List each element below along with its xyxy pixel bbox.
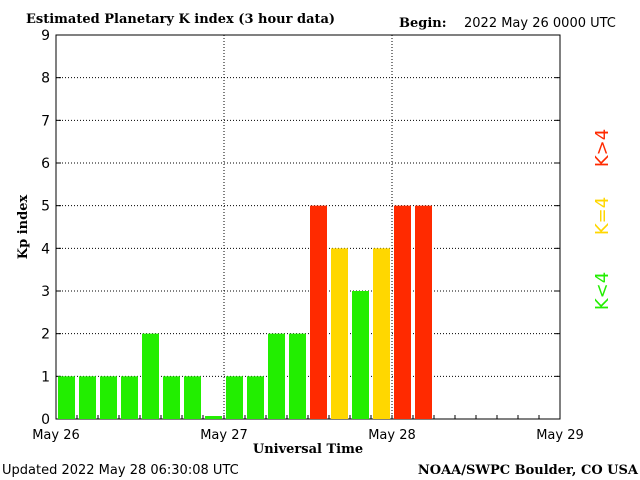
x-tick-label: May 27 (200, 428, 248, 443)
legend-k-equal-4: K=4 (592, 197, 613, 235)
y-tick-label: 4 (41, 241, 50, 257)
kp-bar (205, 416, 222, 419)
kp-bar (415, 205, 432, 419)
begin-label: Begin: (399, 16, 447, 31)
x-tick-label: May 26 (32, 428, 80, 443)
x-axis-title: Universal Time (253, 442, 363, 457)
kp-bar (184, 376, 201, 419)
y-tick-label: 1 (41, 369, 50, 385)
kp-bars (58, 205, 432, 419)
y-tick-label: 0 (41, 412, 50, 428)
kp-bar (100, 376, 117, 419)
legend-k-greater-4: K>4 (592, 129, 613, 167)
x-tick-label: May 28 (368, 428, 416, 443)
kp-bar (163, 376, 180, 419)
kp-bar (121, 376, 138, 419)
kp-bar (268, 333, 285, 419)
y-tick-label: 5 (41, 199, 50, 215)
kp-bar (373, 248, 390, 419)
chart-title: Estimated Planetary K index (3 hour data… (26, 12, 335, 27)
kp-bar (79, 376, 96, 419)
begin-value: 2022 May 26 0000 UTC (464, 16, 616, 31)
plot-frame (55, 34, 561, 420)
y-tick-label: 9 (41, 28, 50, 44)
y-tick-label: 3 (41, 284, 50, 300)
kp-bar (226, 376, 243, 419)
source-credit: NOAA/SWPC Boulder, CO USA (418, 463, 639, 478)
kp-bar (394, 205, 411, 419)
kp-bar (310, 205, 327, 419)
kp-bar (58, 376, 75, 419)
kp-bar (331, 248, 348, 419)
x-tick-labels: May 26 May 27 May 28 May 29 (32, 428, 584, 443)
y-tick-label: 8 (41, 71, 50, 87)
vertical-gridlines (55, 35, 561, 419)
updated-timestamp: Updated 2022 May 28 06:30:08 UTC (2, 463, 239, 478)
y-tick-label: 7 (41, 113, 50, 129)
y-tick-label: 6 (41, 156, 50, 172)
horizontal-gridlines (56, 34, 560, 420)
legend-k-less-4: K<4 (592, 272, 613, 310)
kp-bar (352, 291, 369, 419)
kp-bar (247, 376, 264, 419)
kp-bar (289, 333, 306, 419)
y-tick-label: 2 (41, 327, 50, 343)
y-axis-title: Kp index (16, 195, 31, 260)
kp-bar (142, 333, 159, 419)
y-tick-labels: 0 1 2 3 4 5 6 7 8 9 (41, 28, 50, 428)
x-tick-label: May 29 (536, 428, 584, 443)
